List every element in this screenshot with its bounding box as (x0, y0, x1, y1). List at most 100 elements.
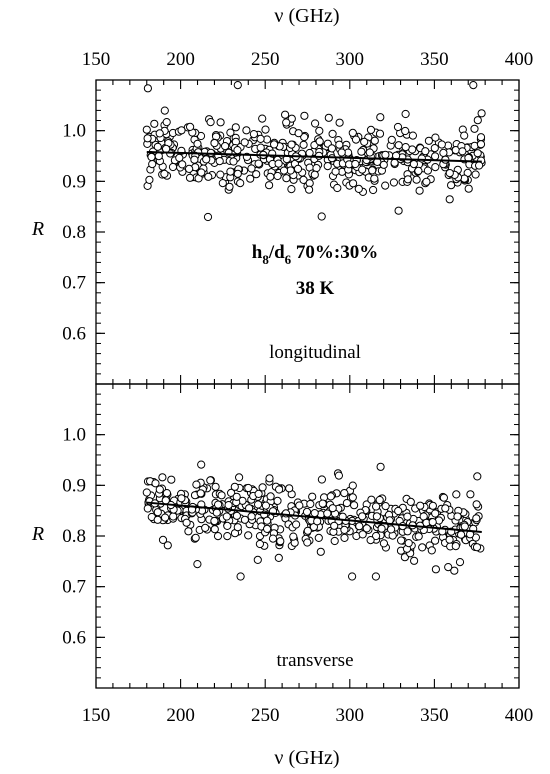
scatter-point (252, 170, 261, 179)
scatter-point (369, 185, 378, 195)
scatter-point (327, 144, 336, 153)
scatter-point (412, 175, 421, 184)
scatter-point (163, 541, 172, 550)
scatter-point (450, 566, 459, 575)
scatter-point (274, 159, 283, 168)
scatter-point (355, 522, 364, 531)
scatter-point (287, 140, 296, 149)
scatter-point (310, 508, 319, 518)
scatter-point (349, 179, 358, 188)
scatter-point (451, 542, 460, 551)
sample-label-mid: /d (268, 242, 285, 263)
y-tick-label: 0.7 (62, 273, 86, 294)
transverse-axes: 0.6 0.7 0.8 0.9 1.0 (62, 383, 520, 689)
scatter-point (287, 114, 296, 123)
scatter-point (162, 489, 171, 498)
scatter-point (330, 536, 339, 546)
scatter-point (261, 125, 270, 134)
scatter-point (153, 142, 162, 151)
transverse-fit-line (146, 501, 482, 533)
scatter-point (333, 183, 342, 193)
scatter-point (464, 184, 473, 193)
scatter-point (381, 502, 390, 511)
scatter-point (201, 523, 210, 533)
scatter-point (310, 170, 319, 179)
sample-label-sub2: 6 (285, 252, 292, 267)
scatter-point (214, 500, 223, 509)
scatter-point (431, 152, 440, 161)
scatter-point (328, 504, 337, 513)
scatter-point (197, 460, 206, 469)
scatter-point (270, 140, 279, 149)
scatter-point (460, 131, 469, 140)
scatter-point (223, 532, 232, 541)
scatter-point (335, 140, 344, 149)
y-tick-label: 0.9 (62, 475, 86, 496)
scatter-point (158, 473, 167, 482)
axes-frame (95, 79, 520, 385)
y-tick-label: 0.8 (62, 222, 86, 243)
x-tick-label-top: 150 (82, 49, 111, 70)
x-tick-label-bottom: 200 (166, 705, 195, 726)
scatter-point (439, 493, 448, 502)
scatter-point (371, 572, 380, 581)
scatter-point (365, 148, 374, 157)
scatter-point (452, 490, 461, 499)
scatter-point (196, 489, 205, 498)
scatter-point (445, 535, 454, 544)
scatter-point (348, 481, 357, 490)
scatter-point (154, 152, 163, 161)
scatter-point (376, 113, 385, 122)
scatter-point (185, 164, 194, 173)
scatter-point (318, 499, 327, 508)
scatter-point (258, 114, 267, 123)
x-tick-label-bottom: 400 (505, 705, 534, 726)
bottom-x-tick-labels: 150 200 250 300 350 400 (82, 705, 534, 726)
scatter-point (370, 174, 379, 183)
scatter-point (265, 474, 274, 483)
scatter-point (143, 134, 152, 143)
y-tick-label: 0.6 (62, 323, 86, 344)
scatter-point (424, 136, 433, 145)
scatter-point (358, 165, 367, 174)
scatter-point (244, 483, 253, 493)
scatter-point (406, 497, 415, 506)
x-tick-label-bottom: 300 (336, 705, 365, 726)
scatter-point (233, 146, 242, 155)
scatter-point (276, 537, 285, 546)
scatter-point (161, 496, 170, 505)
scatter-point (394, 206, 403, 215)
scatter-point (279, 166, 289, 175)
scatter-point (266, 172, 275, 181)
scatter-point (460, 522, 469, 531)
x-tick-label-top: 250 (251, 49, 280, 70)
scatter-point (457, 530, 466, 539)
scatter-point (305, 185, 314, 194)
scatter-point (204, 172, 213, 181)
scatter-point (185, 173, 195, 182)
scatter-point (274, 553, 283, 563)
scatter-point (226, 128, 235, 137)
scatter-point (437, 140, 446, 149)
scatter-point (203, 212, 213, 222)
scatter-point (275, 485, 284, 494)
scatter-point (317, 475, 326, 484)
scatter-point (190, 155, 199, 164)
scatter-point (142, 125, 151, 134)
scatter-point (178, 160, 187, 169)
scatter-point (431, 163, 440, 172)
scatter-point (202, 155, 211, 164)
scatter-point (422, 177, 431, 186)
scatter-point (261, 501, 270, 510)
scatter-point (232, 492, 241, 501)
scatter-point (314, 151, 324, 160)
scatter-point (379, 160, 388, 169)
x-tick-label-top: 350 (420, 49, 449, 70)
scatter-point (379, 539, 388, 548)
scatter-point (362, 524, 371, 533)
scatter-point (299, 175, 308, 184)
scatter-point (175, 153, 184, 162)
scatter-point (254, 500, 263, 509)
scatter-point (445, 195, 454, 204)
scatter-point (218, 179, 227, 188)
